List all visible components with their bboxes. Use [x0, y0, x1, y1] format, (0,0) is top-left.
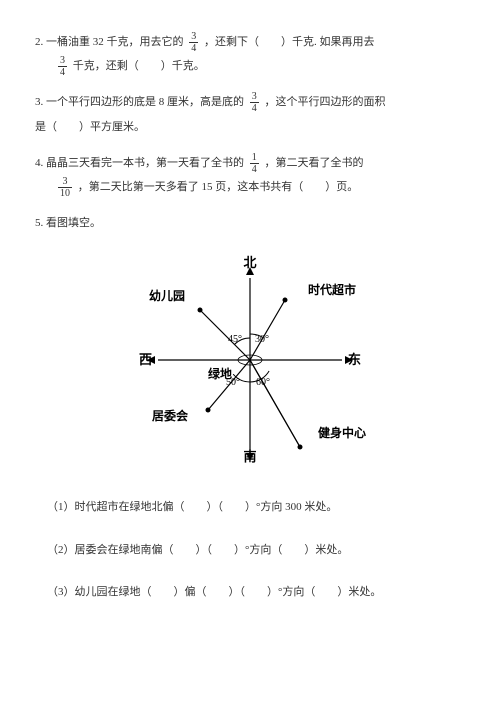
q5-num: 5. — [35, 217, 43, 229]
svg-text:60°: 60° — [256, 377, 270, 388]
q4-line1: 4. 晶晶三天看完一本书，第一天看了全书的 14 ，第二天看了全书的 — [35, 151, 465, 175]
q2-frac2: 34 — [58, 55, 67, 78]
compass-diagram: 北南西东幼儿园时代超市居委会健身中心45°30°50°60°绿地 — [35, 250, 465, 470]
q3-num: 3. — [35, 96, 43, 108]
q5-sub2: （2）居委会在绿地南偏（ ）（ ）°方向（ ）米处。 — [47, 538, 465, 562]
compass-svg: 北南西东幼儿园时代超市居委会健身中心45°30°50°60°绿地 — [130, 250, 370, 470]
q4-t2: ，第二天看了全书的 — [265, 157, 364, 169]
svg-text:时代超市: 时代超市 — [308, 282, 356, 297]
svg-text:45°: 45° — [228, 334, 242, 345]
q2-frac1: 34 — [189, 31, 198, 54]
svg-text:南: 南 — [243, 449, 256, 464]
question-2: 2. 一桶油重 32 千克，用去它的 34 ，还剩下（ ）千克. 如果再用去 3… — [35, 30, 465, 78]
svg-text:30°: 30° — [255, 334, 269, 345]
q2-t1: 一桶油重 32 千克，用去它的 — [46, 36, 184, 48]
q5-title: 看图填空。 — [46, 217, 101, 229]
svg-text:幼儿园: 幼儿园 — [149, 288, 185, 303]
question-3: 3. 一个平行四边形的底是 8 厘米，高是底的 34 ，这个平行四边形的面积 是… — [35, 90, 465, 138]
q2-line1: 2. 一桶油重 32 千克，用去它的 34 ，还剩下（ ）千克. 如果再用去 — [35, 30, 465, 54]
q5-sub3: （3）幼儿园在绿地（ ）偏（ ）（ ）°方向（ ）米处。 — [47, 580, 465, 604]
q3-line1: 3. 一个平行四边形的底是 8 厘米，高是底的 34 ，这个平行四边形的面积 — [35, 90, 465, 114]
q4-t1: 晶晶三天看完一本书，第一天看了全书的 — [46, 157, 244, 169]
q5-sub1: （1）时代超市在绿地北偏（ ）（ ）°方向 300 米处。 — [47, 495, 465, 519]
q4-num: 4. — [35, 157, 43, 169]
q4-frac2: 310 — [58, 176, 72, 199]
svg-text:东: 东 — [348, 352, 361, 367]
svg-text:健身中心: 健身中心 — [318, 425, 366, 440]
q3-frac1: 34 — [250, 91, 259, 114]
q4-t3: ，第二天比第一天多看了 15 页，这本书共有（ ）页。 — [78, 181, 359, 193]
q2-num: 2. — [35, 36, 43, 48]
question-4: 4. 晶晶三天看完一本书，第一天看了全书的 14 ，第二天看了全书的 310 ，… — [35, 151, 465, 199]
svg-text:西: 西 — [139, 352, 152, 367]
svg-text:居委会: 居委会 — [152, 408, 189, 423]
q4-frac1: 14 — [250, 152, 259, 175]
q3-t2: ，这个平行四边形的面积 — [265, 96, 386, 108]
q2-t2: ，还剩下（ ）千克. 如果再用去 — [204, 36, 375, 48]
q5-title-line: 5. 看图填空。 — [35, 211, 465, 235]
q3-line2: 是（ ）平方厘米。 — [35, 115, 465, 139]
svg-text:北: 北 — [243, 255, 256, 270]
q4-line2: 310 ，第二天比第一天多看了 15 页，这本书共有（ ）页。 — [55, 175, 465, 199]
question-5: 5. 看图填空。 北南西东幼儿园时代超市居委会健身中心45°30°50°60°绿… — [35, 211, 465, 604]
svg-text:绿地: 绿地 — [208, 366, 232, 381]
q2-t3: 千克，还剩（ ）千克。 — [73, 60, 205, 72]
q3-t1: 一个平行四边形的底是 8 厘米，高是底的 — [46, 96, 244, 108]
q2-line2: 34 千克，还剩（ ）千克。 — [55, 54, 465, 78]
